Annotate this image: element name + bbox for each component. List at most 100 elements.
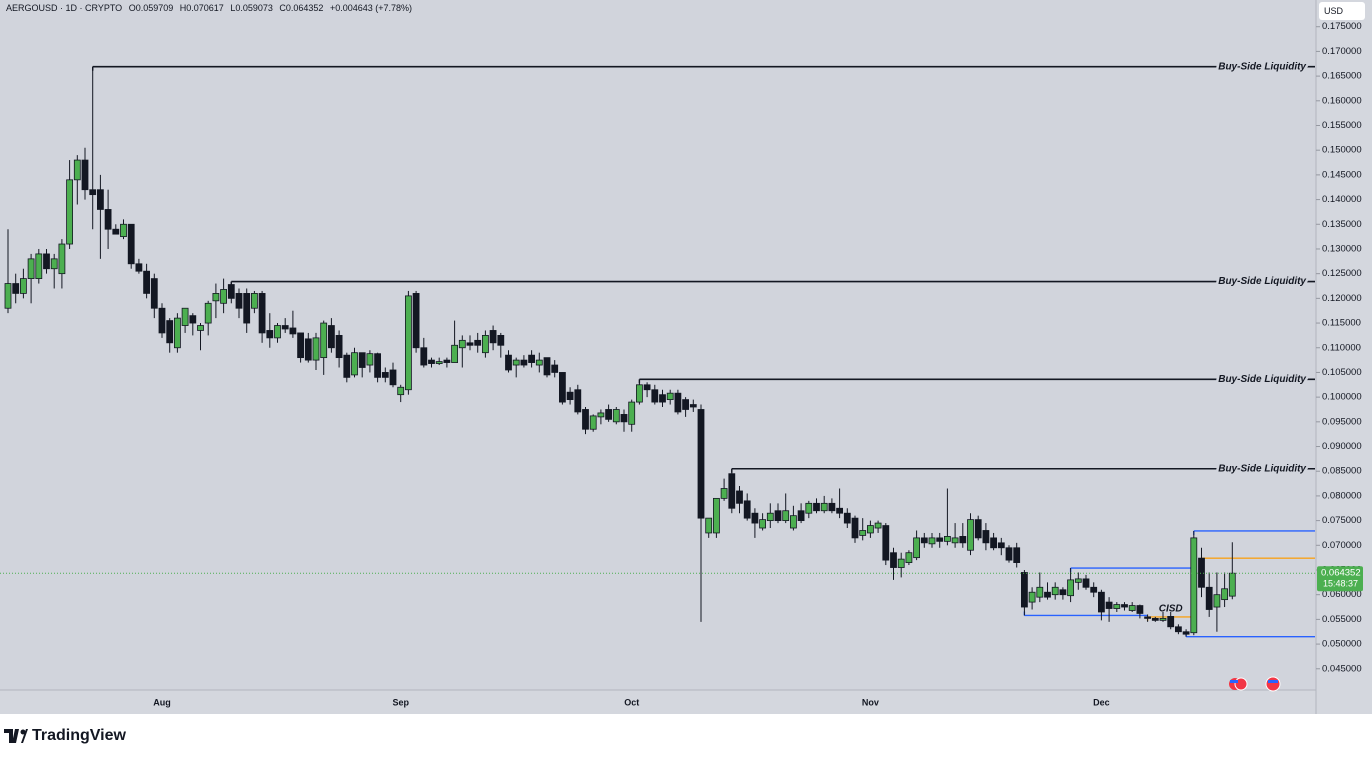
candle-body (636, 384, 643, 403)
y-tick-label: 0.110000 (1322, 342, 1361, 353)
candle-body (497, 334, 505, 346)
y-tick-label: 0.170000 (1322, 46, 1362, 57)
candle-body (1098, 591, 1105, 613)
last-price-box (1317, 566, 1363, 592)
y-tick-label: 0.165000 (1322, 71, 1362, 82)
candle-body (1051, 586, 1059, 596)
candle-body (990, 537, 997, 549)
candle-body (813, 502, 820, 512)
candle-body (1128, 605, 1136, 611)
candle-body (535, 359, 543, 366)
candle-body (836, 507, 843, 514)
candle-body (58, 243, 66, 275)
currency-button[interactable]: USD (1319, 2, 1365, 20)
candle-body (343, 354, 351, 378)
candle-body (820, 502, 828, 512)
candle-body (597, 412, 605, 418)
candle-body (512, 359, 520, 366)
candle-body (951, 537, 959, 544)
candle-body (435, 361, 443, 364)
y-tick-label: 0.085000 (1322, 466, 1362, 477)
candle-body (1221, 588, 1228, 601)
candle-body (351, 352, 358, 376)
candle-body (628, 401, 636, 425)
candle-body (412, 293, 420, 349)
countdown-label: 15:48:37 (1323, 579, 1358, 589)
y-tick-label: 0.120000 (1322, 293, 1362, 304)
candle-body (1082, 578, 1090, 588)
plot-area (0, 0, 1316, 690)
time-axis (0, 690, 1316, 714)
candle-body (1205, 586, 1213, 610)
candle-body (774, 510, 782, 522)
candle-body (1013, 547, 1021, 563)
candle-body (705, 517, 713, 534)
ohlc-close: C0.064352 (279, 3, 324, 13)
candle-body (66, 179, 73, 245)
candle-body (720, 488, 728, 499)
x-tick-label: Nov (862, 697, 879, 707)
candle-body (243, 293, 251, 324)
candle-body (574, 389, 582, 413)
y-tick-label: 0.080000 (1322, 490, 1362, 501)
candle-body (135, 263, 143, 272)
y-tick-label: 0.130000 (1322, 243, 1362, 254)
candle-body (220, 289, 228, 304)
y-tick-label: 0.090000 (1322, 441, 1362, 452)
candle-body (1036, 586, 1044, 598)
candle-body (736, 490, 743, 504)
y-tick-label: 0.060000 (1322, 589, 1362, 600)
candle-body (227, 284, 235, 299)
candle-body (689, 404, 697, 408)
candle-body (181, 307, 189, 326)
candle-body (35, 253, 43, 280)
candle-body (81, 159, 89, 191)
event-icon (1229, 676, 1281, 692)
candle-body (97, 189, 104, 210)
x-tick-label: Sep (392, 697, 409, 707)
candle-body (428, 359, 435, 364)
branding: TradingView (4, 727, 126, 745)
level-label: Buy-Side Liquidity (1218, 463, 1306, 474)
candle-body (112, 228, 120, 235)
candle-body (851, 517, 859, 539)
candle-body (120, 223, 127, 238)
candle-body (443, 359, 451, 363)
candle-body (797, 510, 805, 522)
candle-body (528, 354, 535, 363)
candle-body (235, 293, 243, 309)
candle-body (474, 339, 482, 346)
candle-body (212, 293, 220, 302)
price-axis (1316, 0, 1372, 714)
candle-body (620, 414, 628, 423)
y-tick-label: 0.050000 (1322, 639, 1362, 650)
candle-body (682, 399, 689, 410)
candle-body (1059, 589, 1067, 596)
candle-body (304, 338, 312, 361)
candle-body (759, 519, 766, 529)
candle-body (297, 332, 305, 359)
y-tick-label: 0.155000 (1322, 120, 1362, 131)
candle-body (936, 537, 944, 542)
candle-body (19, 278, 27, 294)
candle-body (713, 497, 720, 534)
candle-body (1105, 601, 1113, 609)
candle-body (697, 409, 705, 519)
y-tick-label: 0.160000 (1322, 95, 1362, 106)
brand-name: TradingView (32, 727, 126, 744)
candle-body (1228, 572, 1236, 597)
candle-body (520, 359, 528, 366)
candle-body (1021, 572, 1028, 608)
candle-body (397, 386, 405, 396)
candle-body (859, 530, 867, 536)
candle-body (1028, 591, 1036, 603)
candle-body (1182, 631, 1190, 635)
candle-body (73, 159, 81, 181)
candle-body (1151, 617, 1159, 621)
candle-body (867, 525, 874, 534)
chart: 0.0450000.0500000.0550000.0600000.065000… (0, 0, 1372, 714)
y-tick-label: 0.055000 (1322, 614, 1362, 625)
y-tick-label: 0.105000 (1322, 367, 1362, 378)
candle-body (27, 258, 35, 280)
